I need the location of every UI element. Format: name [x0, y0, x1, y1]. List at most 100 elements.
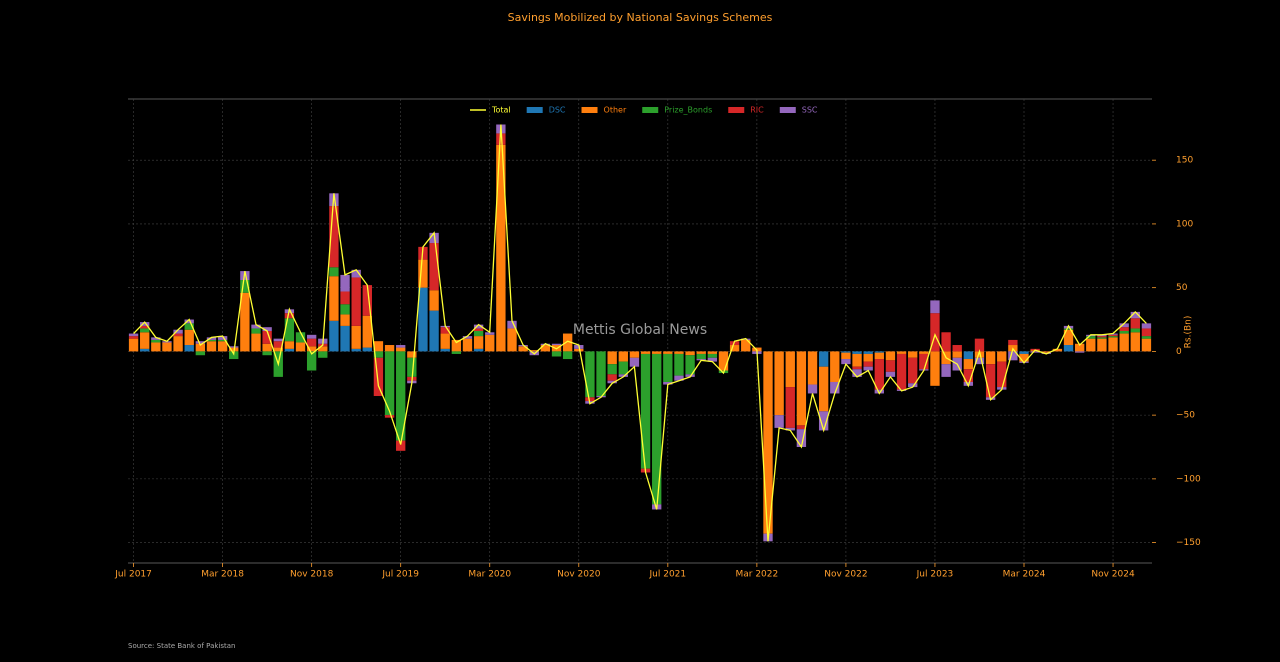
bar-segment	[818, 351, 829, 367]
x-tick-label: Mar 2024	[1003, 570, 1046, 580]
bar-segment	[251, 324, 261, 329]
x-tick-label: Mar 2022	[735, 570, 778, 580]
bar-segment	[362, 315, 372, 348]
bar-segment	[217, 336, 228, 340]
bar-segment	[618, 374, 628, 377]
bar-segment	[774, 351, 784, 416]
legend-label: Prize_Bonds	[664, 106, 712, 115]
bar-segment	[340, 304, 350, 315]
bar-segment	[985, 351, 996, 365]
legend-swatch	[728, 107, 745, 113]
bar-segment	[1019, 351, 1029, 354]
bar-segment	[217, 339, 228, 342]
bar-segment	[997, 351, 1007, 362]
bar-segment	[418, 259, 428, 288]
bar-segment	[863, 361, 873, 367]
bar-segment	[407, 357, 417, 377]
bar-segment	[574, 348, 584, 352]
bar-segment	[351, 277, 361, 326]
bar-segment	[685, 355, 695, 375]
y-tick-label: 150	[1176, 156, 1193, 166]
bar-segment	[885, 351, 896, 361]
bar-segment	[306, 338, 317, 347]
bar-segment	[396, 351, 406, 441]
bar-segment	[908, 383, 918, 388]
bar-segment	[140, 322, 150, 326]
bar-segment	[807, 384, 818, 394]
bar-segment	[696, 351, 706, 354]
bar-segment	[473, 331, 484, 337]
bar-segment	[663, 381, 673, 385]
bar-segment	[151, 337, 161, 340]
bar-segment	[195, 341, 206, 344]
bar-segment	[306, 346, 317, 352]
legend-label: DSC	[549, 106, 566, 115]
bar-segment	[329, 320, 339, 352]
bar-segment	[273, 341, 283, 348]
bar-segment	[896, 353, 907, 390]
legend-label: Other	[604, 106, 627, 115]
x-tick-label: Jul 2023	[916, 570, 954, 580]
bar-segment	[1130, 328, 1140, 333]
bar-segment	[140, 328, 150, 333]
bar-segment	[1130, 311, 1140, 319]
bar-segment	[852, 369, 862, 377]
bar-segment	[729, 345, 740, 352]
bar-segment	[1074, 343, 1085, 352]
bar-segment	[373, 351, 384, 358]
bar-segment	[396, 345, 406, 348]
legend-swatch	[642, 107, 659, 113]
y-tick-label: −100	[1176, 474, 1201, 484]
bar-segment	[785, 427, 795, 431]
bar-segment	[852, 353, 862, 367]
bar-segment	[1108, 336, 1118, 338]
bar-segment	[974, 351, 985, 358]
x-tick-label: Jul 2019	[381, 570, 419, 580]
bar-segment	[1019, 353, 1029, 362]
bar-segment	[429, 243, 439, 291]
bar-segment	[707, 357, 718, 362]
bar-segment	[830, 351, 840, 382]
bar-segment	[1108, 333, 1118, 335]
bar-segment	[607, 374, 617, 381]
bar-segment	[229, 351, 239, 360]
bar-segment	[329, 276, 339, 321]
bar-segment	[362, 285, 372, 316]
bar-segment	[140, 325, 150, 329]
bar-segment	[1097, 337, 1107, 339]
bar-segment	[585, 397, 595, 402]
y-tick-label: −50	[1176, 411, 1195, 421]
bar-segment	[1130, 332, 1140, 352]
bar-segment	[507, 328, 517, 352]
bar-segment	[551, 351, 562, 357]
bar-segment	[1063, 328, 1074, 330]
bar-segment	[273, 347, 283, 352]
bar-segment	[1141, 338, 1152, 352]
bar-segment	[418, 287, 428, 352]
bar-segment	[874, 352, 884, 360]
bar-segment	[140, 332, 150, 349]
bar-segment	[173, 329, 183, 334]
bar-segment	[930, 351, 940, 386]
bar-segment	[140, 348, 150, 352]
bar-segment	[184, 345, 194, 352]
bar-segment	[206, 337, 217, 340]
bar-segment	[629, 351, 640, 358]
y-tick-label: 100	[1176, 219, 1193, 229]
bar-segment	[329, 206, 339, 268]
bar-segment	[373, 341, 384, 352]
bar-segment	[640, 351, 651, 354]
bar-segment	[451, 339, 462, 352]
bar-segment	[1119, 327, 1129, 331]
bar-segment	[473, 348, 484, 352]
bar-segment	[562, 333, 573, 352]
bar-segment	[540, 345, 551, 352]
bar-segment	[217, 341, 228, 352]
bar-segment	[685, 374, 695, 377]
bar-segment	[251, 333, 261, 352]
bar-segment	[674, 375, 684, 381]
bar-segment	[1119, 333, 1129, 352]
bar-segment	[462, 336, 473, 339]
bar-segment	[818, 411, 829, 431]
bar-segment	[295, 332, 306, 343]
